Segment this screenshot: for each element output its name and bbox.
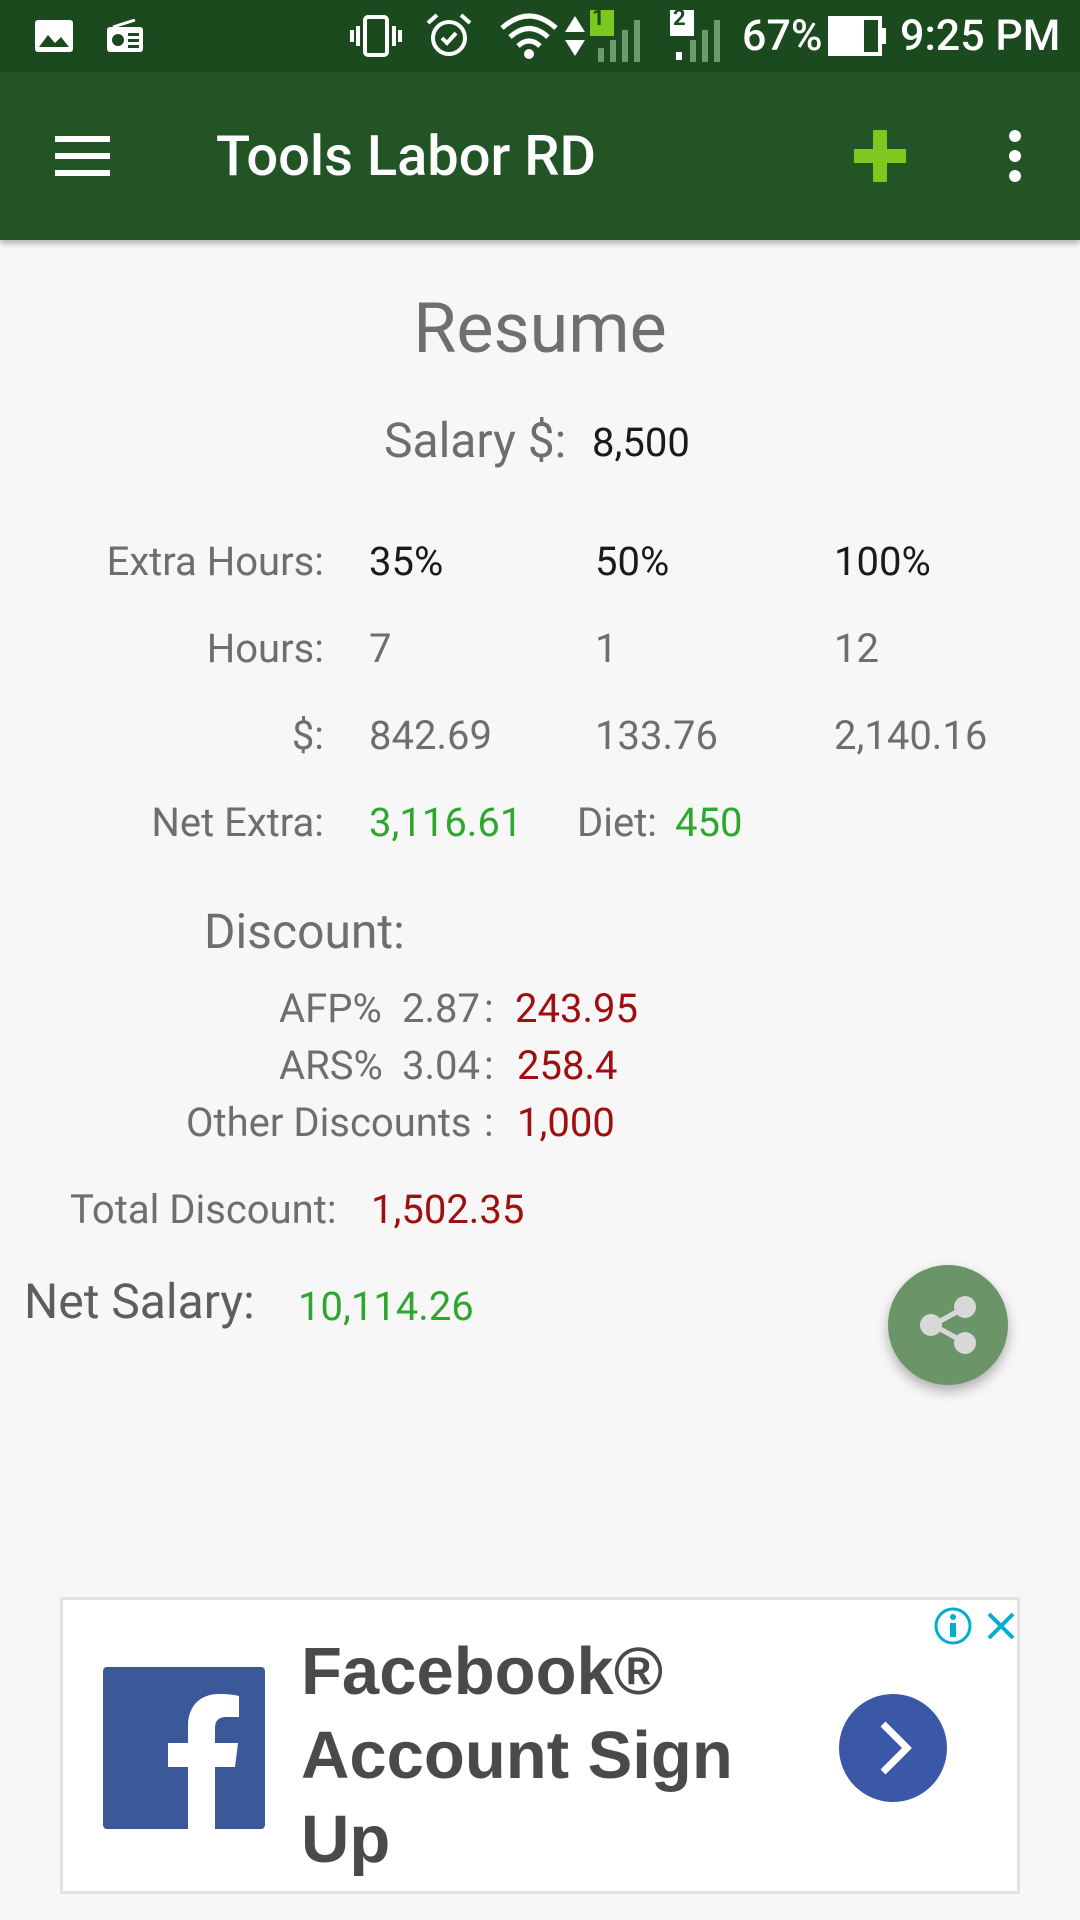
hours-value: 12 [834,625,879,672]
ad-open-button[interactable] [839,1694,947,1802]
net-salary-value: 10,114.26 [298,1283,474,1330]
ars-rate: 3.04 [402,1042,480,1089]
image-icon [34,0,74,72]
total-discount-value: 1,502.35 [371,1186,525,1233]
facebook-logo-icon [103,1667,265,1829]
add-icon [854,130,906,182]
close-icon[interactable] [981,1606,1021,1646]
share-icon [920,1296,976,1354]
sim1-badge: 1 [592,5,605,31]
salary-label: Salary $: [384,412,567,469]
diet-label: Diet: [577,799,657,846]
radio-icon [105,0,145,72]
menu-button[interactable] [40,116,130,196]
battery-percent: 67% [742,11,823,61]
vibrate-icon [350,0,402,72]
battery-icon [828,0,888,72]
ars-value: 258.4 [517,1042,618,1089]
total-discount-label: Total Discount: [70,1186,337,1233]
sim2-badge: 2 [673,5,686,31]
menu-icon-bar [55,153,110,159]
extra-hours-label: Extra Hours: [106,538,324,585]
amount-label: $: [291,712,324,759]
clock: 9:25 PM [900,11,1061,61]
wifi-icon [500,0,558,72]
more-options-button[interactable] [985,116,1045,196]
afp-value: 243.95 [515,985,638,1032]
hours-value: 1 [595,625,618,672]
app-title: Tools Labor RD [216,123,597,189]
signal-icon [588,0,644,72]
chevron-right-icon [880,1721,912,1775]
ad-banner[interactable]: Facebook® Account Sign Up [60,1597,1020,1894]
signal-icon [668,0,724,72]
share-button[interactable] [888,1265,1008,1385]
other-discounts-label: Other Discounts [186,1099,472,1146]
more-vert-icon-dot [1009,150,1021,162]
resume-title: Resume [413,288,667,370]
other-discounts-colon: : [484,1099,494,1146]
menu-icon-bar [55,170,110,176]
alarm-icon [425,0,473,72]
percent-header: 35% [369,538,444,585]
net-salary-label: Net Salary: [24,1273,255,1330]
app-bar: Tools Labor RD [0,72,1080,240]
afp-colon: : [484,985,494,1032]
afp-label: AFP% [279,985,382,1032]
net-extra-label: Net Extra: [151,799,324,846]
percent-header: 100% [834,538,931,585]
ars-colon: : [484,1042,494,1089]
diet-value: 450 [675,799,743,846]
other-discounts-value: 1,000 [517,1099,615,1146]
amount-value: 842.69 [369,712,492,759]
more-vert-icon [1009,130,1021,142]
amount-value: 2,140.16 [834,712,988,759]
ars-label: ARS% [279,1042,383,1089]
menu-icon [55,136,110,142]
info-icon[interactable] [933,1606,973,1646]
amount-value: 133.76 [595,712,718,759]
percent-header: 50% [595,538,670,585]
data-arrows-icon [563,0,587,72]
ad-headline[interactable]: Facebook® Account Sign Up [301,1634,733,1877]
net-extra-value: 3,116.61 [369,799,523,846]
status-bar: 1 2 67% 9:25 PM [0,0,1080,72]
add-button[interactable] [840,116,920,196]
hours-label: Hours: [206,625,324,672]
more-vert-icon-dot [1009,170,1021,182]
hours-value: 7 [369,625,392,672]
afp-rate: 2.87 [402,985,480,1032]
discount-title: Discount: [204,903,405,960]
salary-value: 8,500 [592,419,690,466]
